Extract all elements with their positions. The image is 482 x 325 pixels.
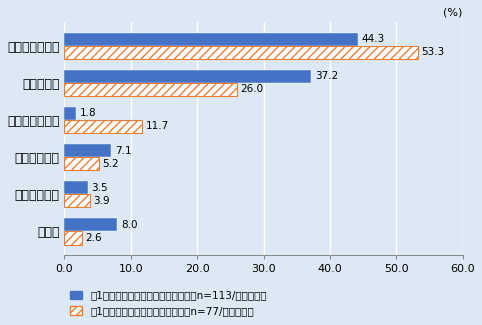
- Bar: [64, 70, 311, 83]
- Text: 1.8: 1.8: [80, 109, 96, 118]
- Bar: [64, 107, 76, 120]
- Bar: [64, 194, 90, 207]
- Text: 44.3: 44.3: [362, 34, 385, 44]
- Text: 3.9: 3.9: [94, 196, 110, 206]
- Text: 8.0: 8.0: [121, 220, 137, 230]
- Text: 11.7: 11.7: [145, 122, 169, 131]
- Bar: [64, 32, 359, 46]
- Text: 2.6: 2.6: [85, 233, 102, 243]
- Legend: 図1でマイナスの影響と回答した先（n=113/複数回答）, 図1でプラスの影響と回答した先（n=77/複数回答）: 図1でマイナスの影響と回答した先（n=113/複数回答）, 図1でプラスの影響と…: [69, 291, 267, 316]
- Bar: [64, 46, 418, 58]
- Bar: [64, 144, 111, 157]
- Text: (%): (%): [443, 7, 463, 17]
- Text: 7.1: 7.1: [115, 146, 132, 156]
- Text: 5.2: 5.2: [102, 159, 119, 169]
- Bar: [64, 181, 88, 194]
- Bar: [64, 120, 142, 133]
- Text: 26.0: 26.0: [241, 84, 263, 94]
- Text: 53.3: 53.3: [422, 47, 445, 57]
- Bar: [64, 157, 99, 170]
- Bar: [64, 218, 118, 231]
- Bar: [64, 231, 81, 244]
- Text: 37.2: 37.2: [315, 71, 338, 81]
- Text: 3.5: 3.5: [91, 183, 107, 193]
- Bar: [64, 83, 237, 96]
